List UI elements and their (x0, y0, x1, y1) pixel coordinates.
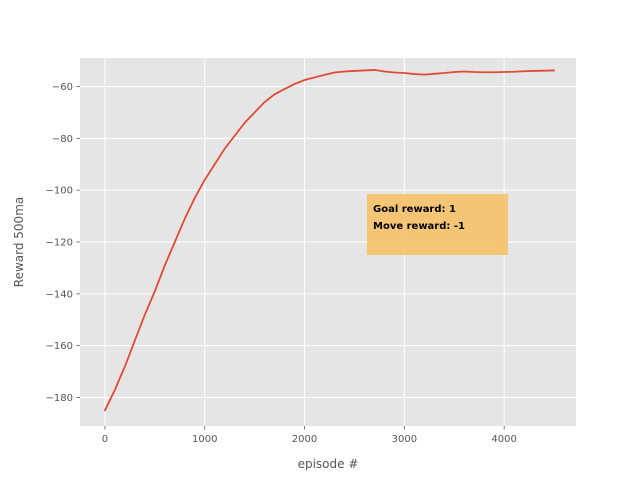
series-group (104, 69, 555, 412)
x-tick-label: 4000 (491, 434, 516, 445)
annotation-background (367, 194, 508, 255)
axis-ticks: 0 1000 2000 3000 4000 −180 −160 −140 −120 −100 −80… (46, 82, 517, 445)
x-tick-label: 1000 (192, 434, 217, 445)
y-tick-label: −80 (52, 134, 73, 145)
x-tick-label: 2000 (292, 434, 317, 445)
grid-lines (80, 58, 576, 426)
reward-series-line (104, 69, 555, 412)
y-tick-label: −100 (46, 186, 73, 197)
y-axis-label: Reward 500ma (12, 197, 26, 287)
annotation-box: Goal reward: 1 Move reward: -1 (367, 194, 508, 255)
annotation-goal-reward: Goal reward: 1 (373, 204, 456, 215)
x-tick-label: 0 (102, 434, 108, 445)
y-tick-label: −180 (46, 393, 73, 404)
y-tick-label: −140 (46, 289, 73, 300)
y-tick-label: −160 (46, 341, 73, 352)
annotation-move-reward: Move reward: -1 (373, 221, 465, 232)
x-axis-label: episode # (298, 457, 359, 471)
y-tick-label: −60 (52, 82, 73, 93)
y-tick-label: −120 (46, 238, 73, 249)
x-tick-label: 3000 (392, 434, 417, 445)
